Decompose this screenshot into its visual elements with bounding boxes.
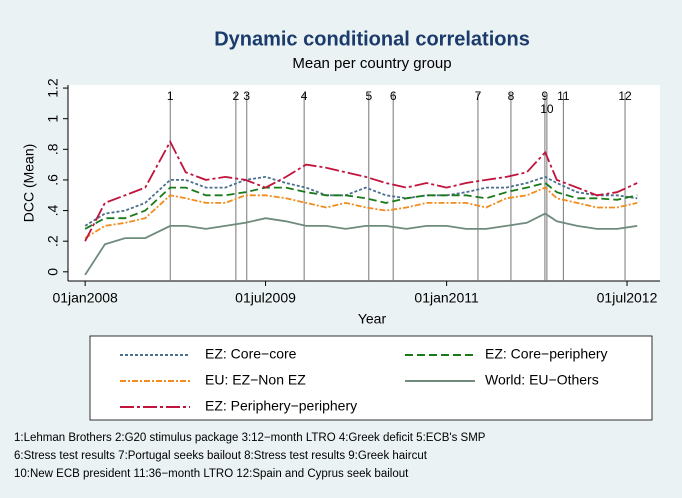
event-label: 3 — [243, 89, 250, 103]
x-tick-label: 01jul2012 — [597, 290, 658, 306]
y-tick-label: .4 — [45, 205, 61, 217]
y-tick-label: .2 — [45, 235, 61, 247]
x-axis-title: Year — [358, 311, 387, 327]
y-tick-label: .8 — [45, 143, 61, 155]
y-tick-label: 1.2 — [45, 78, 61, 98]
event-label: 6 — [390, 89, 397, 103]
y-tick-label: 0 — [45, 268, 61, 276]
event-label: 4 — [301, 89, 308, 103]
event-label: 7 — [475, 89, 482, 103]
note: 10:New ECB president 11:36−month LTRO 12… — [14, 468, 409, 480]
chart-title: Dynamic conditional correlations — [214, 28, 530, 50]
legend-label: World: EU−Others — [485, 372, 599, 388]
series-line — [84, 175, 638, 227]
series-line — [84, 212, 638, 276]
event-label: 9 — [542, 89, 549, 103]
legend-label: EZ: Core−core — [205, 346, 297, 362]
series-line — [84, 182, 638, 230]
legend-label: EZ: Periphery−periphery — [205, 398, 357, 414]
x-tick-label: 01jul2009 — [235, 290, 296, 306]
legend-label: EZ: Core−periphery — [485, 346, 608, 362]
event-label: 12 — [618, 89, 632, 103]
series-line — [84, 186, 638, 239]
chart-subtitle: Mean per country group — [292, 55, 451, 72]
plot-area — [68, 85, 660, 281]
event-label: 2 — [233, 89, 240, 103]
y-tick-label: .6 — [45, 174, 61, 186]
legend-label: EU: EZ−Non EZ — [205, 372, 306, 388]
y-tick-label: 1 — [45, 115, 61, 123]
event-label: 5 — [365, 89, 372, 103]
event-label: 8 — [508, 89, 515, 103]
x-tick-label: 01jan2011 — [414, 290, 479, 306]
note: 6:Stress test results 7:Portugal seeks b… — [14, 450, 428, 462]
y-axis-title: DCC (Mean) — [21, 144, 37, 223]
note: 1:Lehman Brothers 2:G20 stimulus package… — [14, 432, 486, 444]
x-tick-label: 01jan2008 — [52, 290, 118, 306]
event-label: 1 — [167, 89, 174, 103]
event-label: 10 — [540, 102, 554, 116]
series-line — [84, 139, 638, 242]
event-label: 11 — [557, 89, 570, 103]
